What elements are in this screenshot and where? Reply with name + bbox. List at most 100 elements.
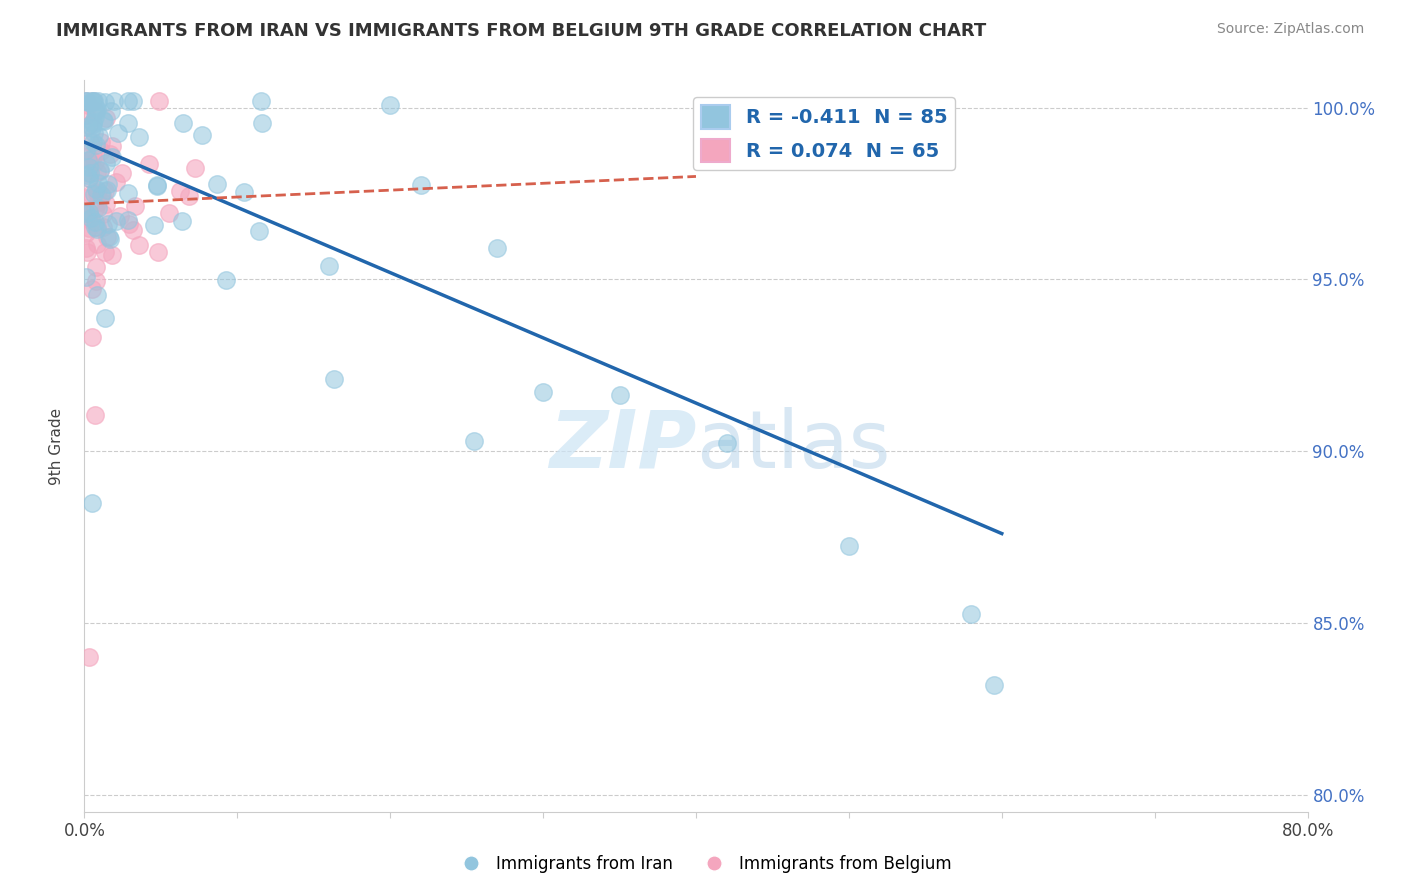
Point xyxy=(191,128,214,143)
Point xyxy=(322,372,344,386)
Point xyxy=(86,220,108,235)
Point xyxy=(177,189,200,203)
Point xyxy=(146,179,169,194)
Point xyxy=(84,202,107,216)
Legend: R = -0.411  N = 85, R = 0.074  N = 65: R = -0.411 N = 85, R = 0.074 N = 65 xyxy=(693,97,955,170)
Point xyxy=(184,161,207,175)
Point xyxy=(79,135,101,149)
Point xyxy=(75,107,97,121)
Point xyxy=(77,171,100,186)
Point xyxy=(84,408,107,422)
Point xyxy=(77,160,100,174)
Point xyxy=(84,274,107,288)
Point xyxy=(79,95,101,110)
Point xyxy=(77,153,100,167)
Point xyxy=(76,211,98,226)
Point xyxy=(75,226,97,240)
Point xyxy=(84,155,107,169)
Point xyxy=(84,103,107,118)
Point xyxy=(75,205,97,219)
Point xyxy=(215,273,238,287)
Point xyxy=(87,176,110,190)
Point xyxy=(86,237,108,252)
Point xyxy=(80,211,103,225)
Point xyxy=(104,175,127,189)
Point xyxy=(94,111,117,125)
Point xyxy=(87,184,110,198)
Point xyxy=(87,194,110,209)
Point xyxy=(96,155,118,169)
Point xyxy=(83,110,105,124)
Point xyxy=(75,94,97,108)
Point xyxy=(93,113,115,128)
Point xyxy=(77,205,100,219)
Point xyxy=(80,330,103,344)
Point xyxy=(157,206,180,220)
Point xyxy=(83,126,105,140)
Point xyxy=(531,384,554,399)
Point xyxy=(983,678,1005,692)
Point xyxy=(249,94,271,108)
Point xyxy=(82,94,104,108)
Point xyxy=(90,188,112,202)
Point xyxy=(75,120,97,134)
Point xyxy=(97,217,120,231)
Point xyxy=(117,94,139,108)
Point xyxy=(84,137,107,152)
Point xyxy=(94,244,117,259)
Point xyxy=(409,178,432,192)
Point xyxy=(86,186,108,201)
Point xyxy=(77,206,100,220)
Point xyxy=(77,170,100,185)
Point xyxy=(84,101,107,115)
Point xyxy=(122,94,145,108)
Point xyxy=(89,163,111,178)
Point xyxy=(463,434,485,448)
Point xyxy=(100,248,122,262)
Point xyxy=(75,242,97,256)
Point xyxy=(90,135,112,149)
Point xyxy=(84,181,107,195)
Point xyxy=(117,186,139,201)
Point xyxy=(75,269,97,284)
Text: atlas: atlas xyxy=(696,407,890,485)
Point xyxy=(87,202,110,216)
Point xyxy=(86,260,108,274)
Point xyxy=(107,126,129,140)
Point xyxy=(128,130,150,145)
Point xyxy=(122,223,145,237)
Point xyxy=(84,105,107,120)
Point xyxy=(75,143,97,157)
Point xyxy=(232,185,254,199)
Point xyxy=(318,260,340,274)
Point xyxy=(90,144,112,158)
Point xyxy=(124,199,146,213)
Point xyxy=(76,168,98,182)
Point xyxy=(80,282,103,296)
Point xyxy=(128,238,150,252)
Point xyxy=(118,217,141,231)
Point xyxy=(75,94,97,108)
Point xyxy=(101,150,124,164)
Point xyxy=(77,166,100,180)
Point xyxy=(91,112,114,127)
Point xyxy=(98,230,121,244)
Point xyxy=(146,245,169,260)
Point xyxy=(75,210,97,224)
Point xyxy=(90,188,112,202)
Point xyxy=(172,116,194,130)
Point xyxy=(79,94,101,108)
Point xyxy=(87,128,110,143)
Point xyxy=(108,209,131,223)
Text: ZIP: ZIP xyxy=(548,407,696,485)
Point xyxy=(96,183,118,197)
Point xyxy=(86,165,108,179)
Point xyxy=(80,187,103,202)
Point xyxy=(960,607,983,621)
Point xyxy=(84,219,107,234)
Point xyxy=(97,177,120,191)
Point xyxy=(716,436,738,450)
Point xyxy=(148,94,170,108)
Point xyxy=(82,135,104,149)
Point xyxy=(609,388,631,402)
